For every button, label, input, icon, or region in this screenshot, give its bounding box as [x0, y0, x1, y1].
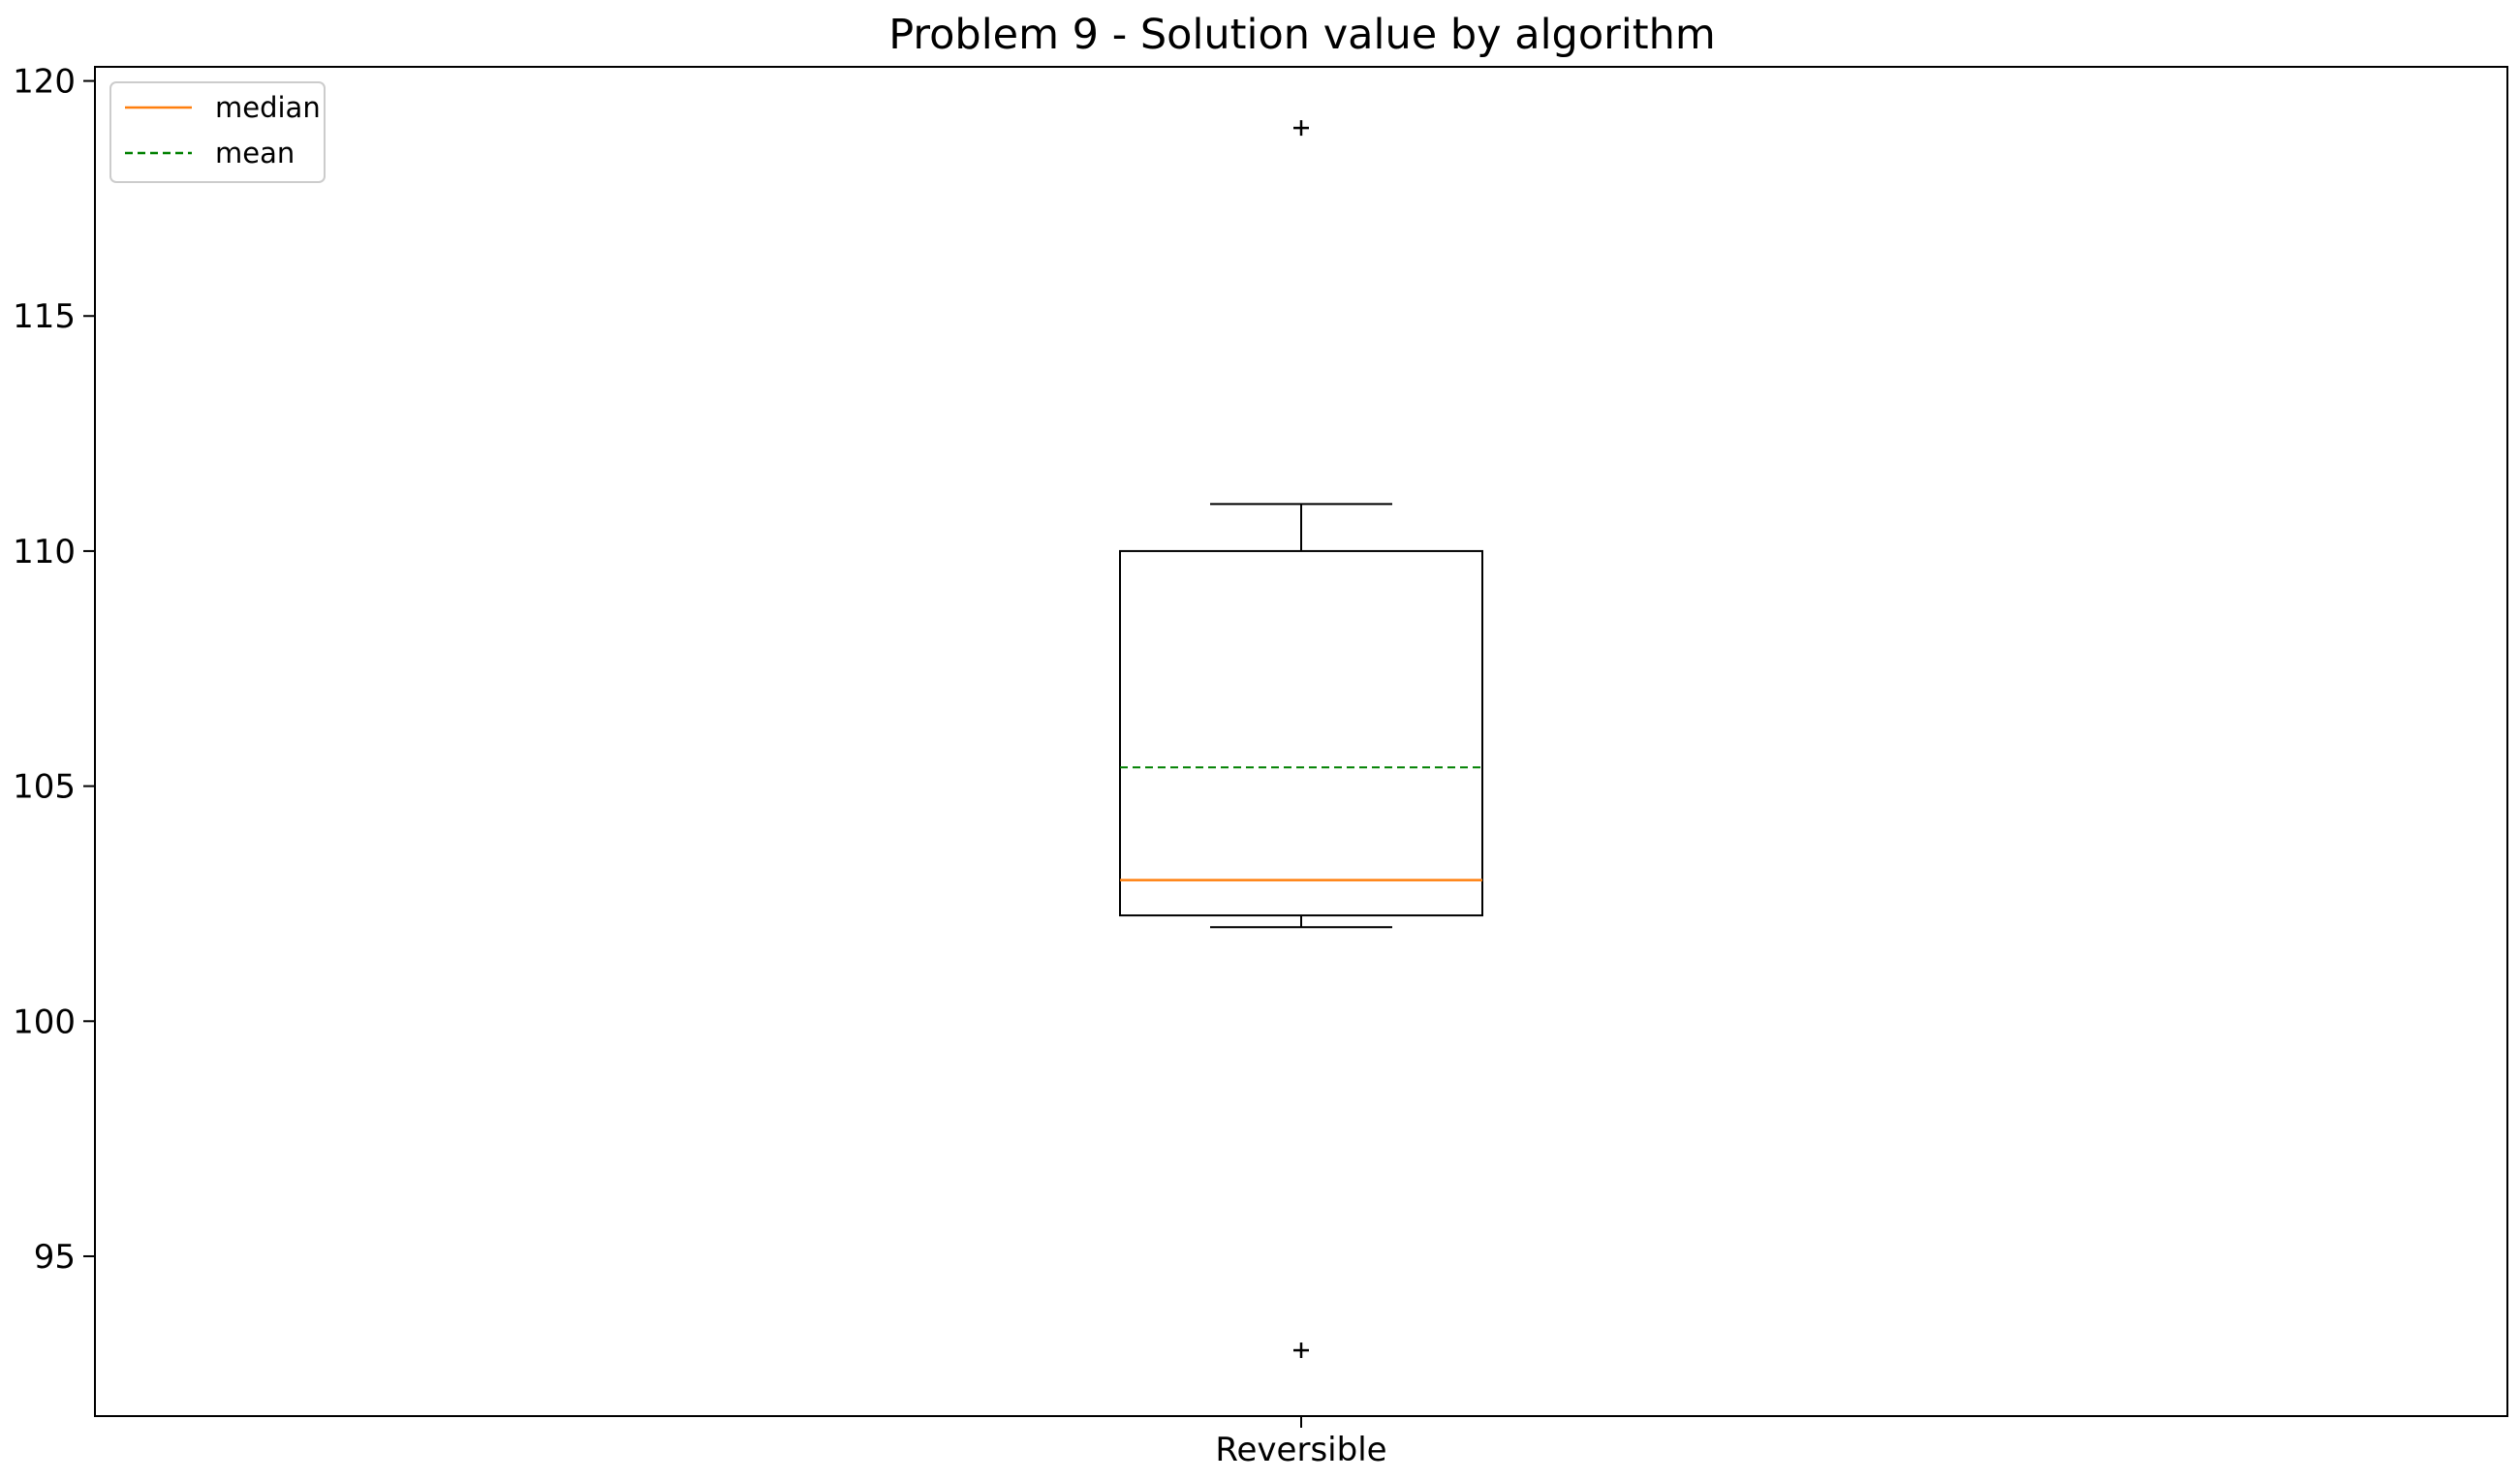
legend-median-label: median	[215, 91, 321, 124]
chart-title: Problem 9 - Solution value by algorithm	[888, 11, 1716, 59]
y-tick-label: 110	[13, 533, 76, 571]
box-iqr	[1119, 549, 1483, 917]
y-tick-label: 95	[34, 1238, 76, 1277]
y-tick-label: 120	[13, 63, 76, 102]
plot-area	[1119, 120, 1483, 1359]
x-tick-label: Reversible	[1215, 1431, 1386, 1469]
legend: median mean	[109, 81, 326, 183]
y-tick-label: 100	[13, 1003, 76, 1041]
y-tick-label: 105	[13, 768, 76, 807]
legend-mean-label: mean	[215, 137, 295, 170]
y-tick-label: 115	[13, 297, 76, 336]
outlier-marker	[1293, 120, 1309, 137]
outlier-marker	[1293, 1342, 1309, 1359]
x-axis: Reversible	[1215, 1416, 1387, 1469]
y-axis: 95 100 105 110 115 120	[13, 63, 95, 1277]
